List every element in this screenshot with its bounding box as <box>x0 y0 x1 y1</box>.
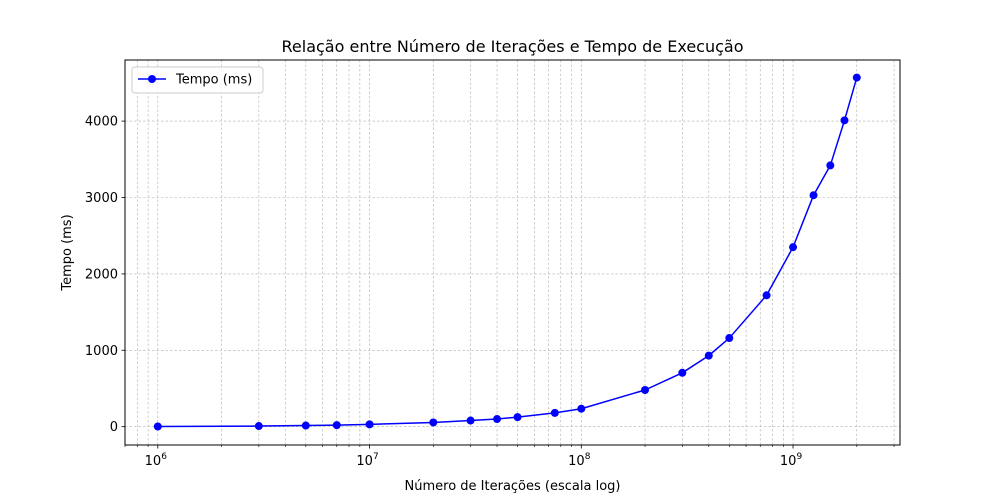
data-point <box>762 291 771 300</box>
data-point <box>789 243 798 252</box>
legend: Tempo (ms) <box>131 66 264 94</box>
data-point <box>678 368 687 377</box>
data-point <box>332 421 341 430</box>
data-point <box>466 416 475 425</box>
data-point <box>704 351 713 360</box>
y-tick-label: 1000 <box>85 344 118 359</box>
legend-label: Tempo (ms) <box>175 73 252 88</box>
axes: 106 107 108 109 0 1000 2000 3000 4000 <box>85 115 895 469</box>
y-tick-label: 2000 <box>85 267 118 282</box>
data-point <box>840 116 849 125</box>
x-tick-label: 109 <box>780 452 803 469</box>
data-point <box>577 404 586 413</box>
legend-box <box>131 66 264 94</box>
x-tick-label: 108 <box>568 452 591 469</box>
plot-frame <box>124 59 901 446</box>
data-point <box>513 413 522 422</box>
data-point <box>429 418 438 427</box>
y-tick-label: 3000 <box>85 191 118 206</box>
data-point <box>641 386 650 394</box>
data-point <box>550 408 559 417</box>
grid <box>124 60 900 445</box>
data-point <box>301 421 310 430</box>
y-tick-label: 0 <box>110 420 118 435</box>
series-layer <box>153 73 861 431</box>
data-point <box>826 161 835 170</box>
data-point <box>365 420 374 429</box>
x-axis-label: Número de Iterações (escala log) <box>405 479 621 494</box>
chart-title: Relação entre Número de Iterações e Temp… <box>282 37 744 56</box>
data-point <box>153 422 162 431</box>
data-point <box>493 415 502 424</box>
series-line <box>157 77 858 428</box>
y-tick-label: 4000 <box>85 115 118 130</box>
legend-marker-swatch <box>148 75 156 83</box>
data-point <box>852 73 861 82</box>
data-point <box>725 334 734 343</box>
data-point <box>254 422 263 431</box>
data-point <box>809 191 818 200</box>
x-tick-label: 107 <box>356 452 378 469</box>
y-axis-label: Tempo (ms) <box>60 214 75 291</box>
x-tick-label: 106 <box>145 452 168 469</box>
